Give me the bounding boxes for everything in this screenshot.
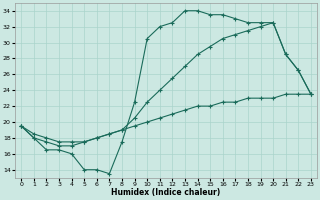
X-axis label: Humidex (Indice chaleur): Humidex (Indice chaleur) [111,188,221,197]
